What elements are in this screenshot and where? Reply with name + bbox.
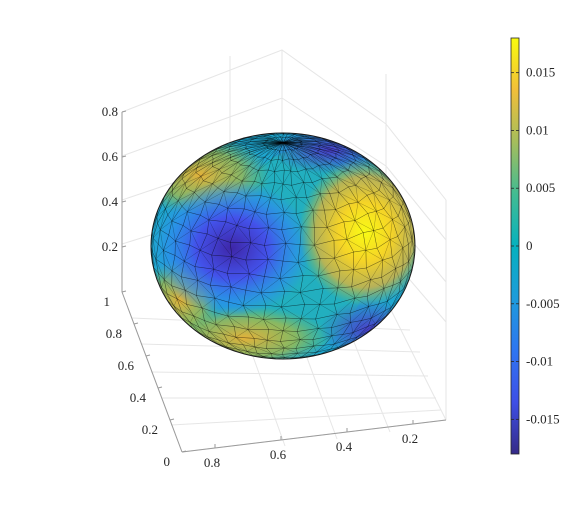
z-tick-mark — [121, 155, 127, 158]
minimum-region — [152, 180, 312, 316]
x-tick-label: 0.8 — [204, 455, 220, 470]
sphere-outline — [150, 132, 416, 360]
z-tick-mark — [121, 245, 127, 248]
colorbar-tick-label: -0.01 — [526, 354, 553, 369]
y-tick-label: 0.4 — [130, 390, 147, 405]
z-tick-label: 0.6 — [102, 149, 119, 164]
y-tick-label: 0.6 — [118, 358, 135, 373]
colorbar-ticks: 0.015 0.01 0.005 0 -0.005 -0.01 -0.015 — [511, 65, 560, 426]
y-tick-label: 0.2 — [142, 422, 158, 437]
y-tick-mark — [157, 386, 163, 389]
y-tick-label: 0.8 — [106, 326, 122, 341]
colorbar-tick-label: 0 — [526, 238, 533, 253]
colorbar-tick-label: -0.015 — [526, 411, 560, 426]
colorbar-tick-label: 0.01 — [526, 122, 549, 137]
y-tick-mark — [169, 418, 175, 421]
x-tick-label: 0.2 — [402, 431, 418, 446]
z-tick-label: 0.4 — [102, 194, 119, 209]
y-axis-ticks: 0 0.2 0.4 0.6 0.8 1 — [104, 290, 187, 469]
y-tick-mark — [121, 290, 127, 293]
y-tick-label: 0 — [164, 454, 171, 469]
y-tick-mark — [145, 354, 151, 357]
colorbar-tick-label: -0.005 — [526, 296, 560, 311]
colorbar-tick-label: 0.015 — [526, 65, 555, 80]
colorbar-tick-label: 0.005 — [526, 180, 555, 195]
y-tick-label: 1 — [104, 294, 111, 309]
colorbar: 0.015 0.01 0.005 0 -0.005 -0.01 -0.015 — [510, 37, 560, 455]
z-tick-label: 0.2 — [102, 239, 118, 254]
x-tick-label: 0.4 — [336, 439, 353, 454]
z-axis-ticks: 0.2 0.4 0.6 0.8 — [102, 104, 127, 254]
maximum-region — [299, 158, 415, 306]
x-tick-label: 0.6 — [270, 447, 287, 462]
y-tick-mark — [133, 322, 139, 325]
z-tick-mark — [121, 200, 127, 203]
y-tick-mark — [181, 450, 187, 453]
z-tick-mark — [121, 110, 127, 113]
z-tick-label: 0.8 — [102, 104, 118, 119]
x-axis-ticks: 0.8 0.6 0.4 0.2 — [204, 420, 418, 470]
